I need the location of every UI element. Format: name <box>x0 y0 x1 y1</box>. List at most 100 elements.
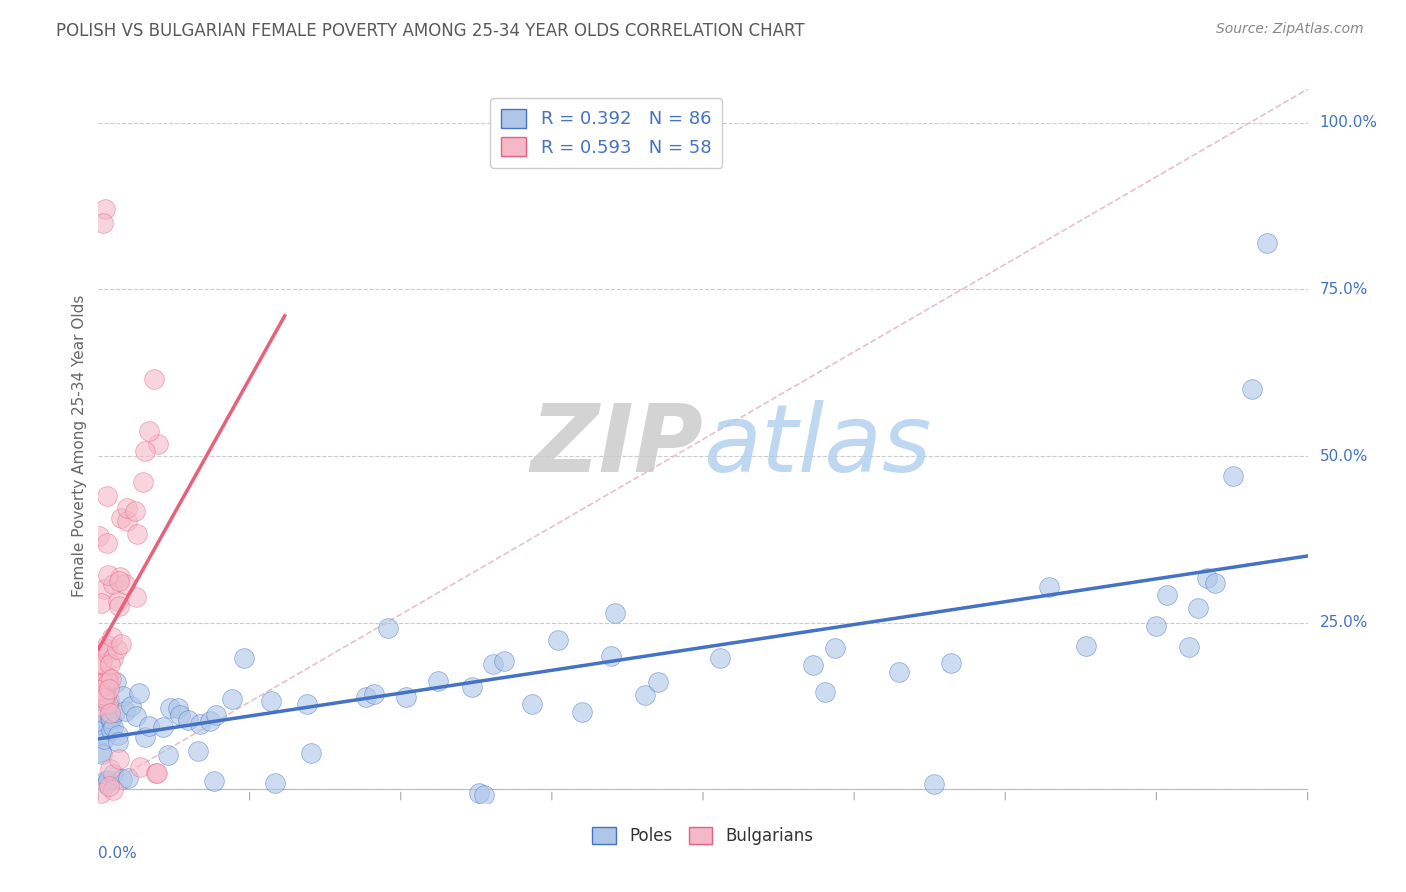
Point <box>299 746 322 760</box>
Point <box>176 713 198 727</box>
Point <box>96 646 118 660</box>
Point <box>1156 588 1178 602</box>
Point <box>89 721 111 735</box>
Point <box>461 680 484 694</box>
Point <box>90 747 112 762</box>
Point <box>90 787 112 801</box>
Point <box>1074 639 1097 653</box>
Point <box>96 638 118 652</box>
Point <box>93 732 115 747</box>
Point <box>1256 235 1278 250</box>
Point <box>93 675 115 690</box>
Point <box>468 786 491 800</box>
Point <box>138 719 160 733</box>
Point <box>474 788 496 802</box>
Point <box>634 688 657 702</box>
Point <box>101 630 124 644</box>
Point <box>97 772 120 787</box>
Point <box>100 762 122 776</box>
Point <box>889 665 911 679</box>
Point <box>96 673 118 688</box>
Point <box>138 424 160 438</box>
Point <box>101 720 124 734</box>
Point <box>90 596 112 610</box>
Point <box>94 689 117 703</box>
Point <box>112 689 135 703</box>
Point <box>107 728 129 742</box>
Point <box>103 577 125 591</box>
Point <box>108 751 131 765</box>
Point <box>100 672 122 686</box>
Legend: Poles, Bulgarians: Poles, Bulgarians <box>586 820 820 852</box>
Point <box>91 674 114 689</box>
Point <box>97 567 120 582</box>
Point <box>93 690 115 705</box>
Point <box>94 202 117 217</box>
Point <box>1222 469 1244 483</box>
Point <box>107 574 129 588</box>
Point <box>167 701 190 715</box>
Point <box>134 730 156 744</box>
Point <box>1187 600 1209 615</box>
Point <box>482 657 505 671</box>
Point <box>188 717 211 731</box>
Point <box>801 658 824 673</box>
Point <box>125 527 148 541</box>
Point <box>124 504 146 518</box>
Point <box>89 682 111 697</box>
Point <box>128 686 150 700</box>
Point <box>91 717 114 731</box>
Point <box>90 745 112 759</box>
Point <box>709 651 731 665</box>
Point <box>395 690 418 705</box>
Text: ZIP: ZIP <box>530 400 703 492</box>
Text: 25.0%: 25.0% <box>1320 615 1368 631</box>
Point <box>104 674 127 689</box>
Point <box>260 694 283 708</box>
Point <box>125 590 148 604</box>
Point <box>100 712 122 726</box>
Point <box>187 744 209 758</box>
Point <box>93 582 115 597</box>
Point <box>98 706 121 721</box>
Point <box>114 577 136 591</box>
Point <box>100 723 122 737</box>
Point <box>824 640 846 655</box>
Point <box>97 682 120 697</box>
Point <box>110 637 132 651</box>
Point <box>159 700 181 714</box>
Point <box>814 685 837 699</box>
Text: Source: ZipAtlas.com: Source: ZipAtlas.com <box>1216 22 1364 37</box>
Point <box>105 642 128 657</box>
Point <box>111 772 134 787</box>
Point <box>98 780 121 794</box>
Point <box>100 712 122 726</box>
Point <box>377 621 399 635</box>
Point <box>202 774 225 789</box>
Point <box>117 772 139 786</box>
Text: 50.0%: 50.0% <box>1320 449 1368 464</box>
Point <box>91 679 114 693</box>
Point <box>924 777 946 791</box>
Point <box>221 691 243 706</box>
Point <box>96 669 118 683</box>
Point <box>100 657 122 671</box>
Point <box>157 747 180 762</box>
Point <box>87 699 110 714</box>
Point <box>98 693 121 707</box>
Point <box>93 706 115 720</box>
Point <box>104 705 127 719</box>
Point <box>91 689 114 703</box>
Point <box>91 216 114 230</box>
Point <box>1241 382 1264 396</box>
Point <box>1195 571 1218 585</box>
Point <box>297 697 319 711</box>
Point <box>134 444 156 458</box>
Text: POLISH VS BULGARIAN FEMALE POVERTY AMONG 25-34 YEAR OLDS CORRELATION CHART: POLISH VS BULGARIAN FEMALE POVERTY AMONG… <box>56 22 804 40</box>
Point <box>107 594 129 608</box>
Point <box>96 535 118 549</box>
Point <box>205 708 228 723</box>
Point <box>427 673 450 688</box>
Point <box>1038 580 1060 594</box>
Point <box>97 675 120 690</box>
